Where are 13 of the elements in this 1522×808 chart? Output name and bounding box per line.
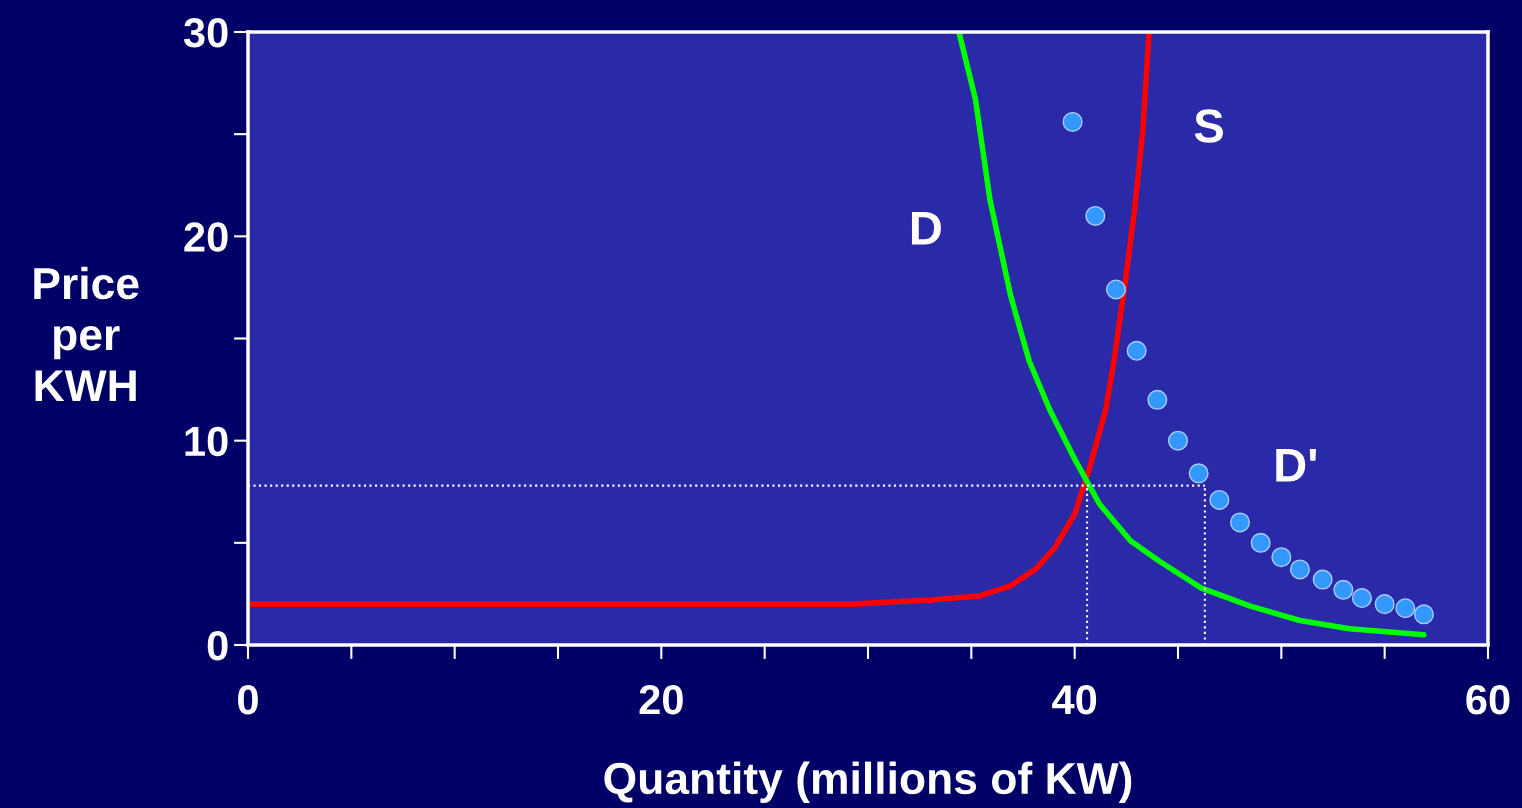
y-tick-label: 30 (183, 18, 228, 48)
y-tick-label: 0 (207, 631, 228, 661)
x-tick-label: 60 (1466, 684, 1510, 715)
series-label: S (1194, 109, 1223, 143)
y-tick-label: 20 (184, 222, 228, 252)
x-tick-label: 0 (238, 684, 258, 715)
y-axis-title: Price per KWH (34, 266, 139, 402)
y-tick-label: 10 (185, 426, 228, 457)
series-label: D (911, 211, 941, 245)
x-tick-label: 40 (1052, 684, 1097, 715)
x-tick-label: 20 (639, 684, 683, 715)
x-axis-title: Quantity (millions of KW) (604, 761, 1132, 804)
series-label: D' (1276, 449, 1317, 482)
